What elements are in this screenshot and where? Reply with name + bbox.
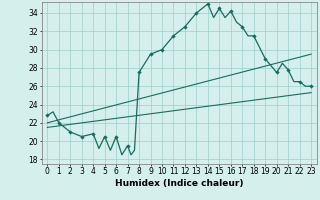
X-axis label: Humidex (Indice chaleur): Humidex (Indice chaleur) — [115, 179, 244, 188]
